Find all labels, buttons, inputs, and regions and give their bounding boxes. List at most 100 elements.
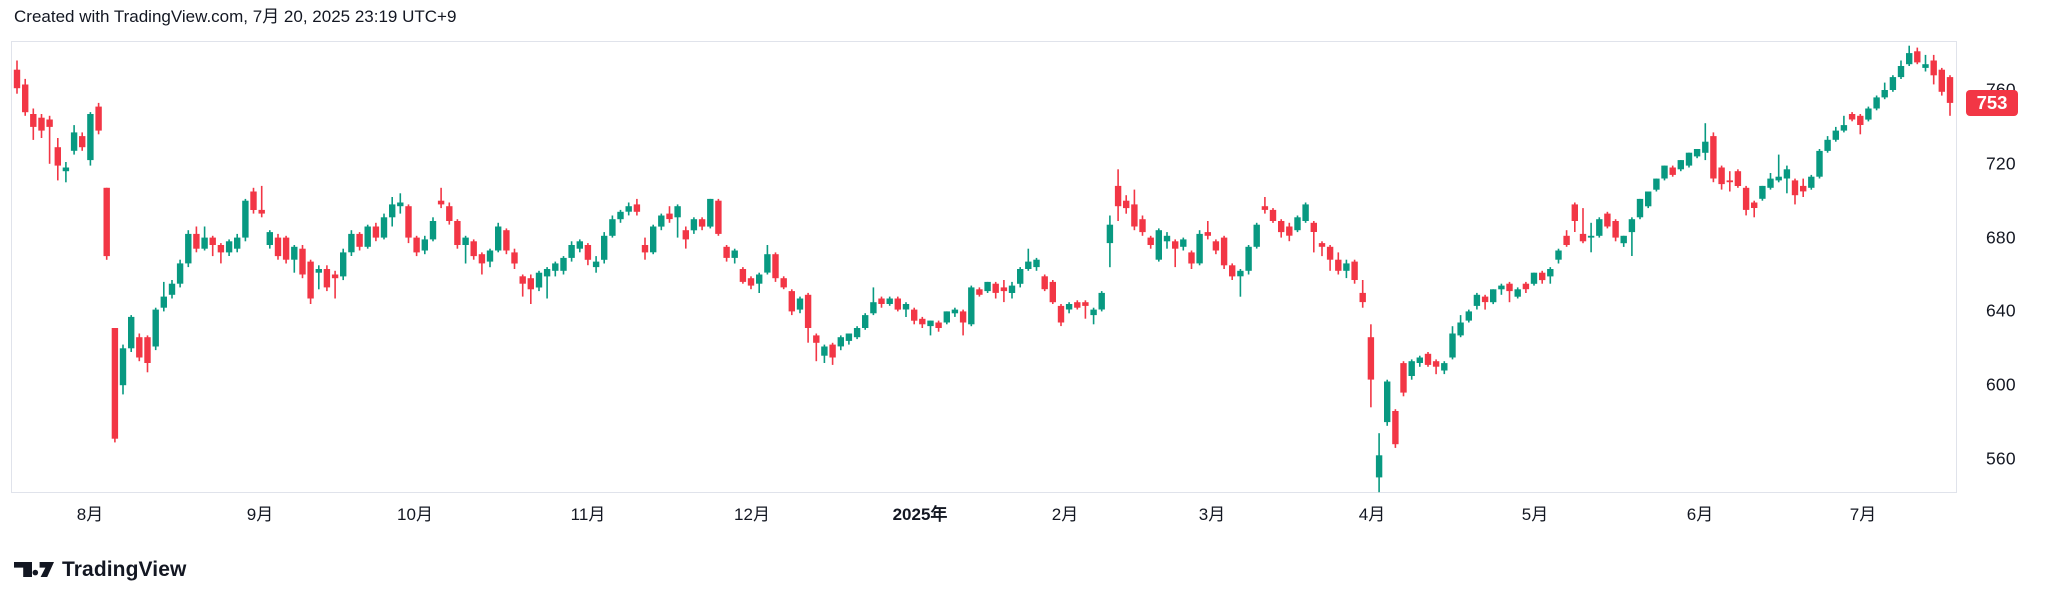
attribution-link[interactable]: Created with TradingView.com, 7月 20, 202… bbox=[14, 7, 457, 26]
candle bbox=[274, 233, 282, 260]
candle bbox=[1326, 245, 1334, 271]
candle bbox=[1188, 250, 1195, 269]
candle bbox=[886, 296, 893, 306]
candle-body-up bbox=[1661, 165, 1668, 179]
candle-body-up bbox=[674, 206, 681, 218]
candle-body-up bbox=[886, 298, 893, 304]
candle-body-up bbox=[862, 315, 869, 328]
candle-body-down bbox=[193, 233, 200, 249]
candle-body-down bbox=[79, 136, 86, 148]
candle-body-up bbox=[650, 226, 657, 253]
candle-body-up bbox=[1693, 149, 1701, 157]
candle-wick-down bbox=[1508, 281, 1511, 303]
candle bbox=[1710, 132, 1717, 183]
candle-body-down bbox=[437, 200, 445, 205]
candle bbox=[380, 213, 388, 240]
candle-body-down bbox=[1612, 221, 1619, 238]
candle bbox=[1865, 106, 1872, 122]
candle bbox=[1775, 154, 1782, 183]
candles-layer bbox=[13, 45, 1954, 493]
candle bbox=[1506, 281, 1513, 303]
candle-body-up bbox=[1555, 250, 1562, 260]
tradingview-footer-link[interactable]: TradingView bbox=[14, 558, 186, 582]
candle bbox=[1791, 178, 1799, 205]
candle bbox=[780, 276, 787, 290]
candle-body-up bbox=[1008, 285, 1016, 293]
candle-body-down bbox=[1123, 200, 1130, 209]
candle bbox=[911, 307, 918, 325]
candle-body-up bbox=[1465, 311, 1472, 321]
candle bbox=[576, 239, 583, 253]
candle-body-down bbox=[209, 237, 216, 245]
candle bbox=[1335, 252, 1342, 275]
candle bbox=[1783, 165, 1791, 194]
candle-wick-down bbox=[334, 270, 336, 299]
candle-body-down bbox=[911, 309, 918, 321]
candle bbox=[1816, 149, 1823, 179]
candle bbox=[992, 281, 999, 299]
candle-body-up bbox=[543, 269, 551, 277]
time-tick-label: 9月 bbox=[246, 505, 274, 524]
candle bbox=[698, 217, 706, 231]
candle-body-down bbox=[258, 209, 265, 214]
candle-body-down bbox=[1400, 363, 1407, 393]
candle-body-up bbox=[1449, 333, 1456, 358]
candle bbox=[764, 245, 771, 275]
candle bbox=[217, 243, 225, 264]
candle bbox=[731, 248, 738, 264]
candle-body-up bbox=[291, 246, 298, 260]
candle-body-down bbox=[1041, 276, 1048, 290]
time-tick-label: 8月 bbox=[76, 505, 104, 524]
candle bbox=[340, 248, 347, 281]
candle bbox=[1938, 67, 1945, 96]
candle bbox=[682, 226, 689, 249]
candle bbox=[1408, 359, 1415, 380]
candle-body-down bbox=[1082, 302, 1089, 306]
candle-body-up bbox=[1808, 176, 1815, 188]
candle bbox=[1563, 230, 1570, 247]
candle-body-up bbox=[1530, 272, 1538, 284]
candle bbox=[1579, 208, 1587, 244]
candle-wick-up bbox=[1027, 248, 1030, 271]
candle-body-up bbox=[870, 302, 877, 314]
candle-body-up bbox=[609, 219, 616, 236]
candle-body-down bbox=[307, 261, 314, 299]
candle bbox=[1514, 287, 1521, 299]
candle-body-up bbox=[1025, 261, 1032, 269]
candle-body-down bbox=[1800, 185, 1807, 192]
candle-body-up bbox=[160, 296, 167, 308]
candle-body-down bbox=[1139, 219, 1146, 233]
candle-body-up bbox=[1702, 141, 1709, 153]
candle bbox=[707, 198, 714, 229]
candle bbox=[927, 320, 934, 336]
candle bbox=[641, 237, 649, 260]
candle bbox=[22, 78, 29, 116]
candle bbox=[13, 60, 21, 94]
time-axis[interactable]: 8月 9月 10月 11月 12月 2025年 2月 3月 4月 5月 6月 7月 bbox=[0, 496, 2048, 526]
candle bbox=[79, 132, 86, 151]
candle-body-down bbox=[1579, 233, 1587, 242]
candle-body-up bbox=[984, 281, 991, 292]
candle bbox=[1392, 409, 1399, 448]
candle bbox=[1636, 198, 1644, 220]
candle-body-down bbox=[894, 298, 901, 310]
candle bbox=[584, 243, 592, 266]
candle-body-up bbox=[1384, 381, 1391, 423]
candle bbox=[1848, 112, 1856, 122]
candle bbox=[1906, 45, 1913, 66]
candle-body-up bbox=[902, 304, 910, 310]
candle bbox=[1693, 149, 1701, 159]
candle-body-down bbox=[804, 294, 812, 328]
candle-body-down bbox=[1147, 237, 1154, 245]
candle-body-up bbox=[617, 211, 624, 220]
candle bbox=[1530, 272, 1538, 286]
candle-wick-up bbox=[929, 320, 932, 336]
candle bbox=[1873, 95, 1880, 111]
candle bbox=[674, 204, 681, 238]
candle-body-down bbox=[1286, 226, 1293, 236]
candle-body-up bbox=[1906, 53, 1913, 65]
candle bbox=[976, 287, 983, 297]
candle-body-up bbox=[1759, 185, 1766, 199]
candle bbox=[690, 217, 698, 234]
